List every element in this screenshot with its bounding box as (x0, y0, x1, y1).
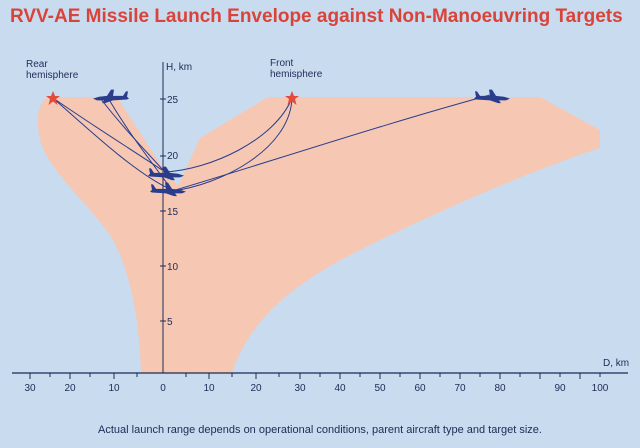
front-trajectory-2 (171, 97, 293, 192)
launch-star-icon (285, 91, 299, 105)
diagram-title: RVV-AE Missile Launch Envelope against N… (10, 6, 623, 27)
front-hemisphere-label-line2: hemisphere (270, 69, 323, 80)
d-tick-rear-30: 30 (24, 383, 36, 394)
h-tick-5: 5 (167, 317, 173, 328)
d-tick-front-100: 100 (592, 383, 609, 394)
d-tick-front-70: 70 (454, 383, 466, 394)
d-tick-front-80: 80 (494, 383, 506, 394)
front-trajectory-3 (171, 94, 491, 192)
d-axis-label: D, km (603, 358, 629, 369)
trajectories (52, 94, 491, 192)
d-tick-front-60: 60 (414, 383, 426, 394)
h-tick-15: 15 (167, 207, 179, 218)
rear-hemisphere-label-line2: hemisphere (26, 70, 79, 81)
h-tick-25: 25 (167, 95, 179, 106)
launch-star-icon (46, 91, 60, 105)
rear-trajectory-4 (107, 97, 173, 191)
d-tick-rear-0: 0 (160, 383, 166, 394)
h-tick-20: 20 (167, 151, 179, 162)
launch-envelope-area (37, 97, 601, 373)
h-axis-ticks (160, 98, 166, 322)
d-tick-rear-10: 10 (108, 383, 120, 394)
rear-hemisphere-label-line1: Rear (26, 59, 48, 70)
front-hemisphere-label-line1: Front (270, 58, 294, 69)
footnote: Actual launch range depends on operation… (98, 424, 542, 436)
d-tick-rear-20: 20 (64, 383, 76, 394)
d-tick-front-30: 30 (294, 383, 306, 394)
d-axis-ticks (29, 373, 601, 379)
front-trajectory-1 (163, 97, 293, 173)
d-tick-front-90: 90 (554, 383, 566, 394)
h-tick-10: 10 (167, 262, 179, 273)
d-tick-front-40: 40 (334, 383, 346, 394)
rear-trajectory-2 (52, 97, 173, 191)
d-tick-front-50: 50 (374, 383, 386, 394)
d-tick-front-20: 20 (250, 383, 262, 394)
d-tick-front-10: 10 (203, 383, 215, 394)
h-axis-label: H, km (166, 62, 192, 73)
